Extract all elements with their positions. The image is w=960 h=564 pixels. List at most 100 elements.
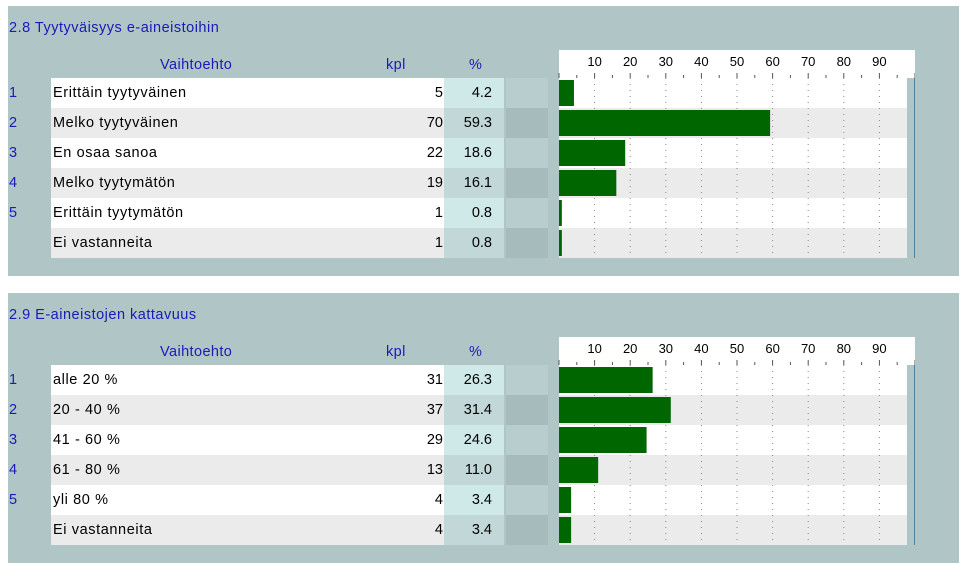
row-label: 41 - 60 % <box>51 425 347 455</box>
row-spacer <box>506 455 548 485</box>
row-label: 20 - 40 % <box>51 395 347 425</box>
row-count: 1 <box>345 228 444 258</box>
axis-background <box>549 337 915 365</box>
table-row: 3 En osaa sanoa 22 18.6 <box>8 138 959 168</box>
row-number: 1 <box>8 365 52 395</box>
chart-right-margin <box>907 78 915 258</box>
row-percent: 26.3 <box>444 365 504 395</box>
tick-label: 60 <box>765 341 779 356</box>
row-spacer <box>506 108 548 138</box>
bar-chart: 10 20 30 40 50 60 70 80 90 <box>549 337 915 545</box>
chart-row-background <box>559 198 907 228</box>
table-row: 1 alle 20 % 31 26.3 <box>8 365 959 395</box>
row-label: alle 20 % <box>51 365 347 395</box>
row-label: Ei vastanneita <box>51 228 347 258</box>
row-percent: 4.2 <box>444 78 504 108</box>
chart-row-background <box>559 168 907 198</box>
row-number: 4 <box>8 455 52 485</box>
bar <box>559 367 653 393</box>
table-row: 5 Erittäin tyytymätön 1 0.8 <box>8 198 959 228</box>
row-spacer <box>506 138 548 168</box>
bar-chart: 10 20 30 40 50 60 70 80 90 <box>549 50 915 258</box>
row-percent: 31.4 <box>444 395 504 425</box>
row-percent: 59.3 <box>444 108 504 138</box>
header-count: kpl <box>386 344 406 360</box>
tick-label: 50 <box>730 341 744 356</box>
tick-label: 90 <box>872 341 886 356</box>
header-option: Vaihtoehto <box>160 57 233 73</box>
row-number: 3 <box>8 425 52 455</box>
row-spacer <box>506 228 548 258</box>
tick-label: 30 <box>659 341 673 356</box>
chart-row-background <box>559 455 907 485</box>
row-spacer <box>506 395 548 425</box>
chart-title: 2.8 Tyytyväisyys e-aineistoihin <box>9 20 220 36</box>
header-percent: % <box>469 57 483 73</box>
row-percent: 16.1 <box>444 168 504 198</box>
row-count: 37 <box>345 395 444 425</box>
chart-row-background <box>559 515 907 545</box>
row-number: 2 <box>8 108 52 138</box>
tick-label: 10 <box>587 54 601 69</box>
tick-label: 10 <box>587 341 601 356</box>
row-label: Ei vastanneita <box>51 515 347 545</box>
row-percent: 18.6 <box>444 138 504 168</box>
row-number: 2 <box>8 395 52 425</box>
row-percent: 0.8 <box>444 228 504 258</box>
chart-row-background <box>559 485 907 515</box>
tick-label: 30 <box>659 54 673 69</box>
table-row: 3 41 - 60 % 29 24.6 <box>8 425 959 455</box>
row-number: 1 <box>8 78 52 108</box>
row-number <box>8 228 52 258</box>
row-spacer <box>506 198 548 228</box>
tick-label: 40 <box>694 341 708 356</box>
table-row: 2 Melko tyytyväinen 70 59.3 <box>8 108 959 138</box>
bar <box>559 517 572 543</box>
chart-left-margin <box>549 337 559 545</box>
header-percent: % <box>469 344 483 360</box>
table-row: 2 20 - 40 % 37 31.4 <box>8 395 959 425</box>
axis-background <box>549 50 915 78</box>
bar <box>559 487 572 513</box>
satisfaction-panel: 2.8 Tyytyväisyys e-aineistoihin Vaihtoeht… <box>8 6 959 276</box>
bar <box>559 397 671 423</box>
bar <box>559 110 771 136</box>
row-label: yli 80 % <box>51 485 347 515</box>
row-percent: 3.4 <box>444 515 504 545</box>
chart-left-margin <box>549 50 559 258</box>
row-count: 22 <box>345 138 444 168</box>
row-count: 1 <box>345 198 444 228</box>
row-percent: 11.0 <box>444 455 504 485</box>
bar <box>559 427 647 453</box>
row-spacer <box>506 485 548 515</box>
bar <box>559 80 574 106</box>
header-count: kpl <box>386 57 406 73</box>
tick-label: 60 <box>765 54 779 69</box>
bar <box>559 200 562 226</box>
tick-label: 50 <box>730 54 744 69</box>
tick-label: 90 <box>872 54 886 69</box>
tick-label: 20 <box>623 341 637 356</box>
chart-right-margin <box>907 365 915 545</box>
row-percent: 3.4 <box>444 485 504 515</box>
tick-label: 80 <box>837 54 851 69</box>
row-label: 61 - 80 % <box>51 455 347 485</box>
row-spacer <box>506 515 548 545</box>
row-number <box>8 515 52 545</box>
row-number: 5 <box>8 198 52 228</box>
tick-label: 80 <box>837 341 851 356</box>
row-spacer <box>506 78 548 108</box>
bar <box>559 170 617 196</box>
row-count: 70 <box>345 108 444 138</box>
table-row: Ei vastanneita 1 0.8 <box>8 228 959 258</box>
tick-label: 20 <box>623 54 637 69</box>
row-label: Melko tyytymätön <box>51 168 347 198</box>
coverage-panel: 2.9 E-aineistojen kattavuus Vaihtoehto kpl… <box>8 293 959 563</box>
chart-title: 2.9 E-aineistojen kattavuus <box>9 307 197 323</box>
row-count: 5 <box>345 78 444 108</box>
row-number: 5 <box>8 485 52 515</box>
tick-label: 70 <box>801 54 815 69</box>
chart-row-background <box>559 228 907 258</box>
row-spacer <box>506 365 548 395</box>
tick-label: 70 <box>801 341 815 356</box>
